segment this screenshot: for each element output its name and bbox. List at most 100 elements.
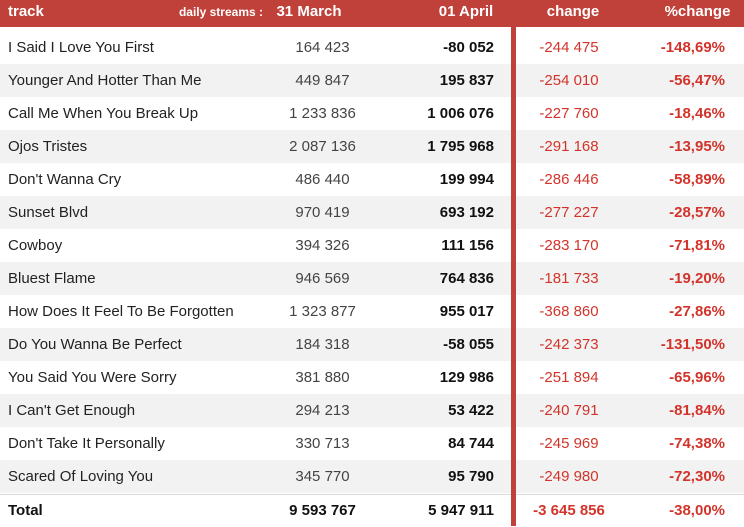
streams-change: -227 760 bbox=[539, 105, 599, 122]
header-change: change bbox=[546, 3, 600, 20]
header-daily-streams: daily streams : bbox=[178, 5, 263, 19]
streams-31-march: 486 440 bbox=[295, 171, 350, 188]
streams-31-march: 946 569 bbox=[295, 270, 350, 287]
table-row: Don't Wanna Cry 486 440 199 994 -286 446 -58… bbox=[0, 163, 744, 196]
streams-31-march: 449 847 bbox=[295, 72, 350, 89]
streams-pct-change: -13,95% bbox=[669, 138, 725, 155]
streams-change: -240 791 bbox=[539, 402, 599, 419]
total-row: Total 9 593 767 5 947 911 -3 645 856 -38… bbox=[0, 494, 744, 527]
table-row: How Does It Feel To Be Forgotten 1 323 87… bbox=[0, 295, 744, 328]
streams-01-april: 1 006 076 bbox=[427, 105, 494, 122]
column-divider bbox=[511, 27, 516, 526]
streams-change: -277 227 bbox=[539, 204, 599, 221]
table-body: I Said I Love You First 164 423 -80 052 -24… bbox=[0, 31, 744, 493]
track-name: Don't Wanna Cry bbox=[8, 171, 122, 188]
streams-31-march: 1 233 836 bbox=[289, 105, 356, 122]
track-name: How Does It Feel To Be Forgotten bbox=[8, 303, 234, 320]
streams-change: -291 168 bbox=[539, 138, 599, 155]
streams-change: -249 980 bbox=[539, 468, 599, 485]
table-row: Call Me When You Break Up 1 233 836 1 006 … bbox=[0, 97, 744, 130]
track-name: I Can't Get Enough bbox=[8, 402, 136, 419]
table-row: Cowboy 394 326 111 156 -283 170 -71,81% bbox=[0, 229, 744, 262]
track-name: Younger And Hotter Than Me bbox=[8, 72, 202, 89]
track-name: You Said You Were Sorry bbox=[8, 369, 177, 386]
table-row: Do You Wanna Be Perfect 184 318 -58 055 -24… bbox=[0, 328, 744, 361]
streams-pct-change: -71,81% bbox=[669, 237, 725, 254]
streams-change: -245 969 bbox=[539, 435, 599, 452]
streams-change: -244 475 bbox=[539, 39, 599, 56]
streams-31-march: 345 770 bbox=[295, 468, 350, 485]
streams-pct-change: -72,30% bbox=[669, 468, 725, 485]
track-name: I Said I Love You First bbox=[8, 39, 154, 56]
streams-change: -368 860 bbox=[539, 303, 599, 320]
streams-01-april: 111 156 bbox=[441, 237, 494, 254]
track-name: Don't Take It Personally bbox=[8, 435, 165, 452]
streams-01-april: 764 836 bbox=[439, 270, 494, 287]
streams-31-march: 330 713 bbox=[295, 435, 350, 452]
header-track: track bbox=[8, 3, 44, 20]
streams-01-april: 955 017 bbox=[439, 303, 494, 320]
streams-31-march: 184 318 bbox=[295, 336, 350, 353]
header-pct-change: %change bbox=[664, 3, 731, 20]
total-label: Total bbox=[8, 502, 43, 519]
table-row: You Said You Were Sorry 381 880 129 986 -25… bbox=[0, 361, 744, 394]
table-header: track daily streams : 31 March 01 April … bbox=[0, 0, 744, 27]
track-name: Ojos Tristes bbox=[8, 138, 88, 155]
streams-pct-change: -28,57% bbox=[669, 204, 725, 221]
streams-01-april: 693 192 bbox=[439, 204, 494, 221]
streams-pct-change: -81,84% bbox=[669, 402, 725, 419]
table-row: Ojos Tristes 2 087 136 1 795 968 -291 168 -1… bbox=[0, 130, 744, 163]
streams-01-april: 1 795 968 bbox=[427, 138, 494, 155]
track-name: Bluest Flame bbox=[8, 270, 96, 287]
streams-change: -286 446 bbox=[539, 171, 599, 188]
table-row: Don't Take It Personally 330 713 84 744 -24… bbox=[0, 427, 744, 460]
streams-01-april: -80 052 bbox=[443, 39, 494, 56]
streams-pct-change: -148,69% bbox=[660, 39, 725, 56]
streams-01-april: 84 744 bbox=[448, 435, 494, 452]
streams-pct-change: -27,86% bbox=[669, 303, 725, 320]
table-row: Scared Of Loving You 345 770 95 790 -249 98… bbox=[0, 460, 744, 493]
total-01-april: 5 947 911 bbox=[428, 502, 494, 519]
streams-01-april: -58 055 bbox=[443, 336, 494, 353]
table-row: Bluest Flame 946 569 764 836 -181 733 -19,20… bbox=[0, 262, 744, 295]
streams-pct-change: -74,38% bbox=[669, 435, 725, 452]
streams-change: -181 733 bbox=[539, 270, 599, 287]
streams-31-march: 970 419 bbox=[295, 204, 350, 221]
total-pct-change: -38,00% bbox=[669, 502, 725, 519]
streams-change: -283 170 bbox=[539, 237, 599, 254]
streams-31-march: 164 423 bbox=[295, 39, 350, 56]
streams-01-april: 199 994 bbox=[439, 171, 494, 188]
streams-31-march: 2 087 136 bbox=[289, 138, 356, 155]
streams-31-march: 381 880 bbox=[295, 369, 350, 386]
track-name: Cowboy bbox=[8, 237, 63, 254]
streams-change: -251 894 bbox=[539, 369, 599, 386]
track-name: Do You Wanna Be Perfect bbox=[8, 336, 182, 353]
streams-01-april: 129 986 bbox=[439, 369, 494, 386]
total-change: -3 645 856 bbox=[533, 502, 605, 519]
streams-pct-change: -18,46% bbox=[669, 105, 725, 122]
table-row: I Said I Love You First 164 423 -80 052 -24… bbox=[0, 31, 744, 64]
streams-31-march: 394 326 bbox=[295, 237, 350, 254]
streams-31-march: 1 323 877 bbox=[289, 303, 356, 320]
streams-pct-change: -58,89% bbox=[669, 171, 725, 188]
table-row: Sunset Blvd 970 419 693 192 -277 227 -28,57% bbox=[0, 196, 744, 229]
streams-01-april: 95 790 bbox=[448, 468, 494, 485]
track-name: Scared Of Loving You bbox=[8, 468, 154, 485]
header-01-april: 01 April bbox=[438, 3, 494, 20]
streams-pct-change: -131,50% bbox=[660, 336, 725, 353]
total-31-march: 9 593 767 bbox=[289, 502, 356, 519]
track-name: Call Me When You Break Up bbox=[8, 105, 199, 122]
table-row: I Can't Get Enough 294 213 53 422 -240 791 -… bbox=[0, 394, 744, 427]
streams-31-march: 294 213 bbox=[295, 402, 350, 419]
streams-change: -254 010 bbox=[539, 72, 599, 89]
streams-pct-change: -65,96% bbox=[669, 369, 725, 386]
table-row: Younger And Hotter Than Me 449 847 195 837… bbox=[0, 64, 744, 97]
streams-pct-change: -19,20% bbox=[669, 270, 725, 287]
streams-change: -242 373 bbox=[539, 336, 599, 353]
track-name: Sunset Blvd bbox=[8, 204, 89, 221]
streams-01-april: 53 422 bbox=[448, 402, 494, 419]
streams-pct-change: -56,47% bbox=[669, 72, 725, 89]
streams-01-april: 195 837 bbox=[439, 72, 494, 89]
header-31-march: 31 March bbox=[276, 3, 342, 20]
